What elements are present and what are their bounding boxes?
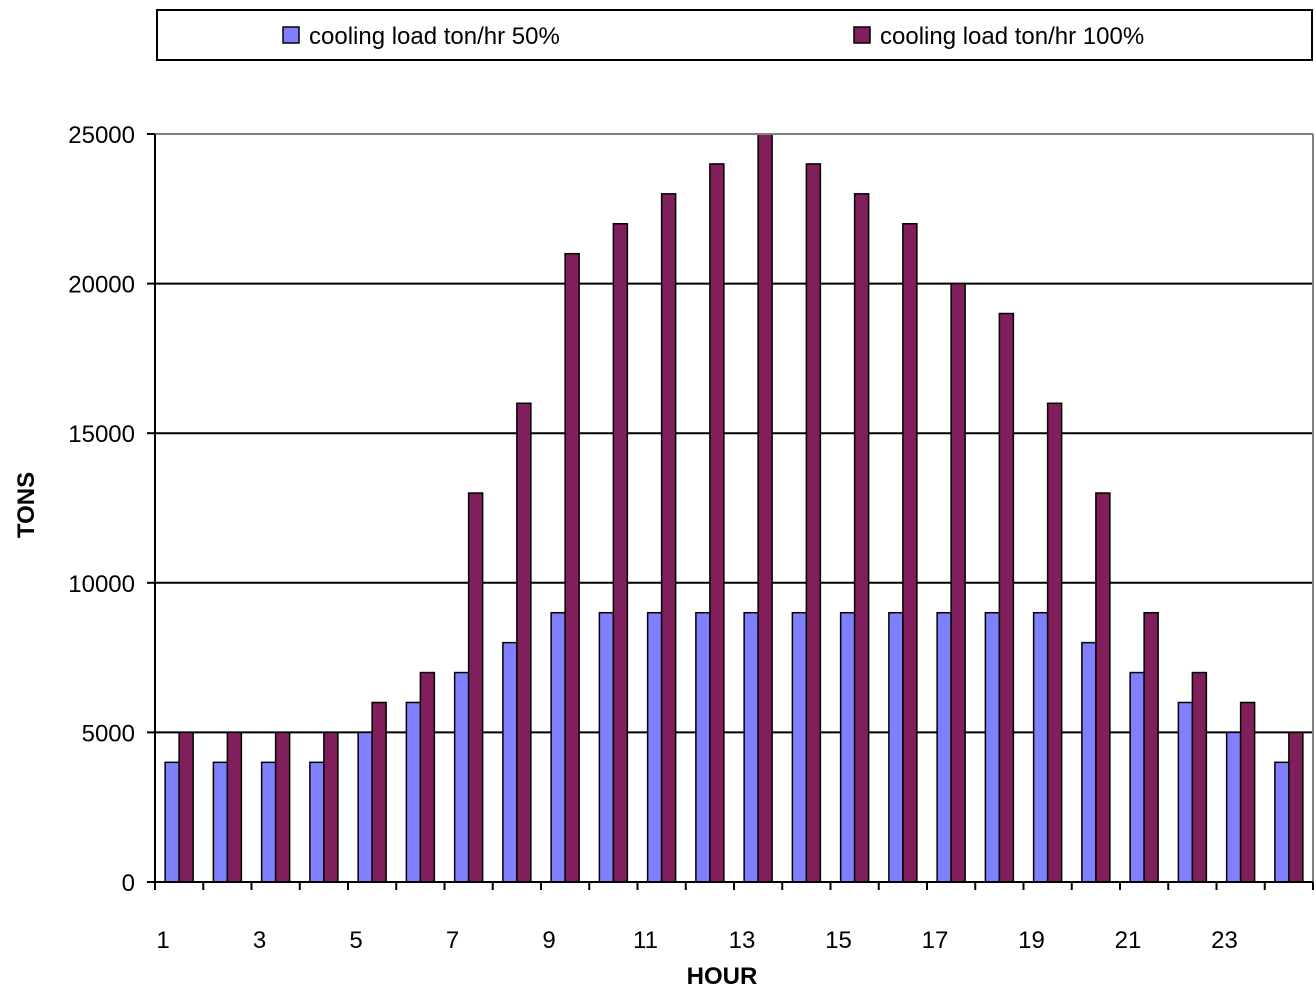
bar-50-hour-13	[743, 611, 759, 883]
bar-100-hour-15	[853, 193, 870, 883]
bar-100-hour-11	[660, 193, 677, 883]
bar-50-hour-6	[405, 701, 422, 883]
x-tick-label: 19	[1018, 927, 1045, 954]
bar-50-hour-5	[357, 731, 373, 883]
bar-100-hour-6	[419, 671, 436, 883]
x-ticks	[154, 882, 1314, 890]
bar-50-hour-16	[888, 611, 904, 883]
bar-100-hour-13	[757, 133, 773, 883]
bar-50-hour-3	[260, 761, 277, 883]
bar-100-hour-8	[516, 402, 532, 883]
y-tick-label: 0	[122, 870, 135, 897]
bar-100-hour-3	[274, 731, 291, 883]
x-tick-label: 9	[542, 927, 555, 954]
y-tick-label: 15000	[68, 421, 135, 448]
y-tick-label: 20000	[68, 272, 135, 299]
bar-100-hour-16	[902, 223, 918, 883]
legend: cooling load ton/hr 50% cooling load ton…	[156, 9, 1313, 61]
x-tick-labels: 1 3 5 7 9 11 13 15 17 19 21 23	[156, 927, 1238, 954]
bar-50-hour-24	[1274, 761, 1290, 883]
bar-100-hour-7	[467, 492, 484, 883]
bar-50-hour-14	[791, 611, 808, 883]
bar-100-hour-20	[1095, 492, 1111, 883]
legend-box	[156, 9, 1313, 61]
legend-swatch-100	[853, 26, 871, 44]
x-tick-label: 13	[729, 927, 756, 954]
bar-100-hour-22	[1191, 671, 1208, 883]
bar-100-hour-18	[998, 312, 1015, 883]
bar-100-hour-4	[323, 731, 339, 883]
bar-100-hour-5	[371, 701, 387, 883]
legend-swatch-50	[282, 26, 300, 44]
bar-50-hour-2	[212, 761, 229, 883]
x-tick-label: 15	[825, 927, 852, 954]
y-ticks	[147, 133, 155, 883]
x-tick-label: 23	[1211, 927, 1238, 954]
y-tick-label: 5000	[82, 720, 135, 747]
x-tick-label: 7	[446, 927, 459, 954]
bar-50-hour-15	[839, 611, 856, 883]
bar-50-hour-17	[936, 611, 952, 883]
legend-label-100: cooling load ton/hr 100%	[880, 23, 1144, 50]
bar-50-hour-22	[1177, 701, 1194, 883]
bar-50-hour-1	[164, 761, 180, 883]
bar-50-hour-12	[695, 611, 711, 883]
bar-50-hour-11	[646, 611, 663, 883]
bar-100-hour-9	[564, 252, 580, 883]
y-tick-label: 25000	[68, 122, 135, 149]
bar-100-hour-14	[805, 163, 822, 883]
bar-100-hour-23	[1239, 701, 1256, 883]
plot-area: 1 3 5 7 9 11 13 15 17 19 21 23 05000100001500020000…	[68, 122, 1314, 954]
bar-50-hour-19	[1032, 611, 1049, 883]
y-tick-labels: 0 5000 10000 15000 20000 25000	[68, 122, 135, 897]
x-tick-label: 1	[156, 927, 169, 954]
x-tick-label: 5	[349, 927, 362, 954]
bar-100-hour-19	[1046, 402, 1063, 883]
y-axis-title: TONS	[13, 472, 40, 538]
x-tick-label: 11	[633, 927, 658, 954]
x-axis-title: HOUR	[687, 963, 758, 990]
bar-50-hour-10	[598, 611, 615, 883]
y-tick-label: 10000	[68, 571, 135, 598]
bar-50-hour-4	[309, 761, 325, 883]
legend-label-50: cooling load ton/hr 50%	[309, 23, 560, 50]
bar-100-hour-24	[1288, 731, 1304, 883]
bar-100-hour-21	[1143, 611, 1159, 883]
bar-100-hour-12	[709, 163, 725, 883]
gridlines	[155, 133, 1313, 734]
bar-50-hour-18	[984, 611, 1001, 883]
x-tick-label: 3	[253, 927, 266, 954]
bar-50-hour-21	[1129, 671, 1145, 883]
bar-50-hour-23	[1225, 731, 1242, 883]
bar-50-hour-7	[453, 671, 470, 883]
bar-50-hour-20	[1081, 641, 1097, 883]
bar-50-hour-8	[502, 641, 518, 883]
bar-50-hour-9	[550, 611, 566, 883]
bar-100-hour-1	[178, 731, 194, 883]
bar-100-hour-2	[226, 731, 243, 883]
bars	[164, 133, 1304, 883]
bar-100-hour-17	[950, 282, 966, 883]
x-tick-label: 17	[922, 927, 949, 954]
bar-100-hour-10	[612, 223, 629, 883]
x-tick-label: 21	[1115, 927, 1142, 954]
